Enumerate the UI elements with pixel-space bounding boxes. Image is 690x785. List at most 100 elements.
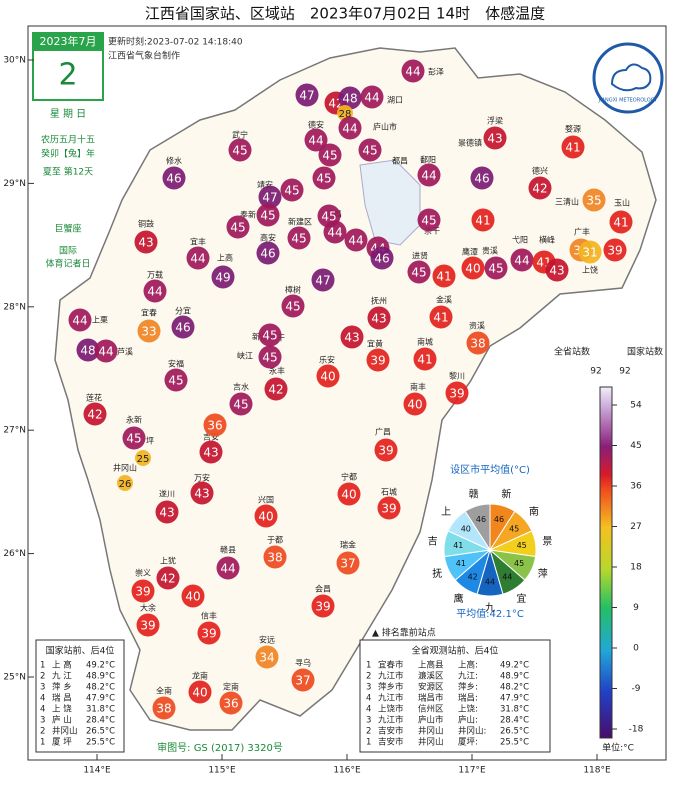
station-value: 40 [320,370,335,384]
pie-city: 九 [485,602,495,614]
station-marker [358,138,382,162]
station-marker [545,258,569,282]
station-marker [312,166,336,190]
place-name: 三清山 [555,197,579,207]
station-marker [203,413,227,437]
place-name: 新建区 [288,217,312,227]
station-value: 45 [284,184,299,198]
place-name: 兴国 [258,496,274,505]
zodiac: 巨蟹座 [54,223,81,235]
place-name: 宜丰 [190,237,206,247]
colorbar-tick-label: 45 [630,441,641,451]
station-value: 41 [613,216,628,230]
place-name: 都昌 [392,157,408,166]
table-cell: 濂溪区 [418,671,444,682]
station-marker [318,143,342,167]
table-cell: 上高: [458,660,478,671]
place-name: 瑞金 [340,540,356,550]
table-cell: 4 [40,705,45,715]
place-name: 浮梁 [487,116,503,126]
table-cell: 井冈山: [458,726,486,737]
place-name: 景德镇 [458,138,482,148]
station-marker [336,551,360,575]
station-value: 44 [364,91,379,105]
station-marker [197,621,221,645]
place-name: 黎川 [449,371,465,381]
station-marker [417,208,441,232]
station-marker [188,680,212,704]
place-name: 吉水 [233,382,249,392]
table-title: 全省观测站前、后4位 [412,645,499,657]
table-cell: 3 [40,716,45,726]
place-name: 鹰潭 [462,247,478,257]
place-name: 会昌 [315,584,331,594]
station-value: 46 [260,247,275,261]
station-value: 46 [374,252,389,266]
station-value: 40 [185,590,200,604]
station-value: 44 [98,345,113,359]
station-value: 45 [168,374,183,388]
station-value: 45 [230,221,245,235]
station-value: 49 [215,271,230,285]
table-cell: 4 [366,694,371,704]
station-marker [131,579,155,603]
pie-value: 42 [468,572,478,581]
place-name: 安远 [259,635,275,645]
station-marker [280,178,304,202]
colorbar-tick-label: 9 [633,603,639,613]
station-value: 45 [421,214,436,228]
station-marker [143,279,167,303]
station-value: 31 [582,246,597,260]
station-marker [122,426,146,450]
table-cell: 1 [40,661,45,671]
colorbar-tick-label: 18 [630,563,642,573]
place-name: 安福 [168,359,184,369]
lat-tick-label: 30°N [3,56,26,66]
station-marker [603,238,627,262]
lon-tick-label: 117°E [458,766,486,776]
station-value: 37 [295,674,310,688]
table-cell: 上 饶 [52,704,72,715]
table-cell: 3 [366,716,371,726]
table-cell: 庐山市 [418,715,444,726]
station-marker [609,210,633,234]
pie-value: 46 [476,515,486,524]
station-value: 45 [232,144,247,158]
table-cell: 25.5°C [500,738,529,748]
station-value: 46 [166,172,181,186]
table-cell: 萍乡市 [378,682,404,693]
table-cell: 47.9°C [500,694,529,704]
table-cell: 49.2°C [500,661,529,671]
festival: 国际 [59,246,77,257]
table-cell: 48.2°C [500,683,529,693]
place-name: 武宁 [232,130,248,140]
place-name: 永新 [126,415,142,425]
colorbar-tick-label: 27 [630,522,641,532]
place-name: 寻乌 [295,658,311,668]
station-marker [311,594,335,618]
pie-title: 设区市平均值(°C) [450,463,530,476]
place-name: 德兴 [532,166,548,176]
place-name: 大余 [140,603,156,613]
station-marker [258,345,282,369]
station-marker [256,241,280,265]
pie-value: 45 [517,541,527,550]
table-cell: 厦 坪 [52,738,72,748]
station-marker [258,185,282,209]
station-value: 44 [308,134,323,148]
station-marker [228,138,252,162]
station-marker [76,338,100,362]
station-value: 41 [433,311,448,325]
pie-city: 萍 [538,568,548,580]
table-cell: 九江市 [378,715,404,726]
station-value: 25 [137,454,150,465]
station-marker [407,260,431,284]
station-value: 39 [381,502,396,516]
place-name: 彭泽 [428,67,444,77]
table-cell: 吉安市 [378,737,404,748]
table-cell: 1 [366,661,371,671]
place-name: 广昌 [375,427,391,437]
station-value: 40 [258,510,273,524]
station-value: 47 [299,89,314,103]
station-value: 39 [315,600,330,614]
